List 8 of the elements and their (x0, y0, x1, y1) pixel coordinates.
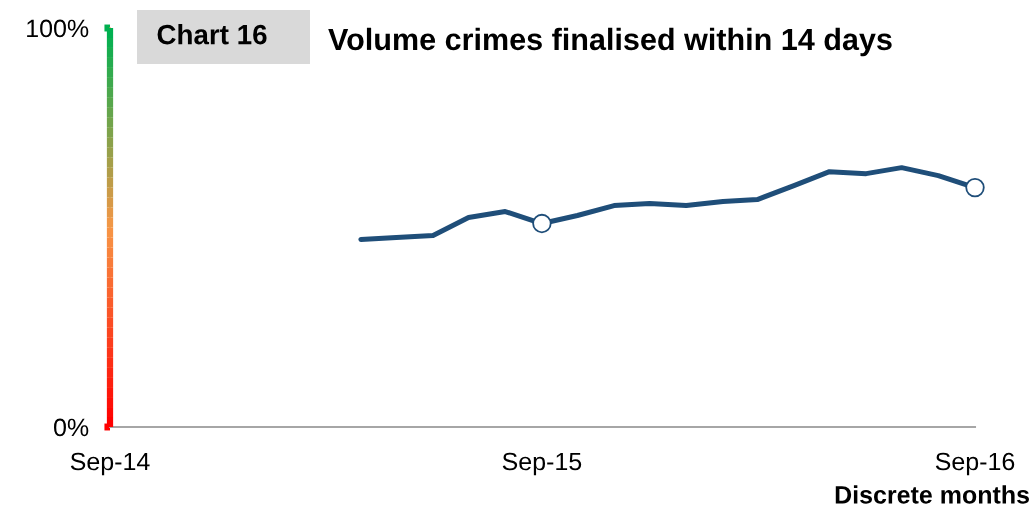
x-tick-label: Sep-15 (502, 452, 582, 476)
annotation: Chart 16 (157, 24, 267, 45)
x-tick-label: Sep-14 (70, 452, 150, 476)
chart-title: Volume crimes finalised within 14 days (328, 27, 892, 57)
x-tick-label: Sep-16 (935, 452, 1015, 476)
y-tick-label: 0% (54, 418, 89, 437)
x-axis-title: Discrete months (835, 485, 1029, 504)
y-tick-label: 100% (27, 19, 89, 38)
